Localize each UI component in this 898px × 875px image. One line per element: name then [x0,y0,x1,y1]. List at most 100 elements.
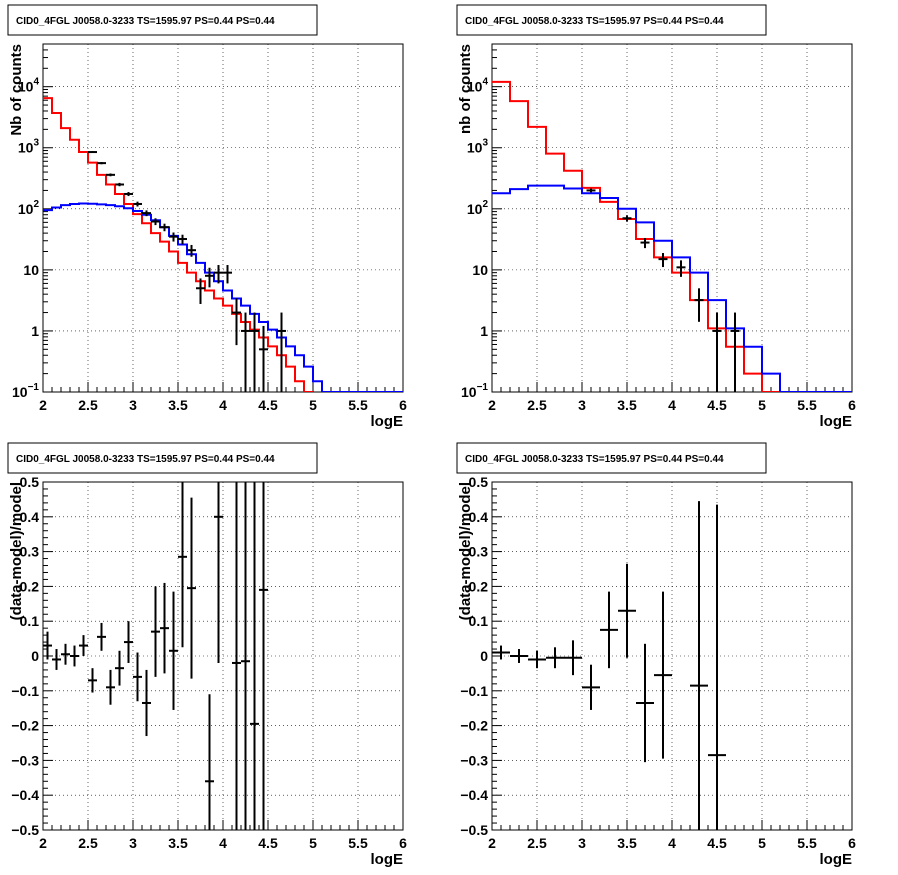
chart-title: CID0_4FGL J0058.0-3233 TS=1595.97 PS=0.4… [465,454,724,465]
x-tick-label: 6 [848,835,856,851]
data-point [142,210,151,217]
y-axis-title: (data-model)/model [457,482,474,620]
x-tick-label: 5.5 [797,835,817,851]
data-point [690,501,708,830]
x-tick-label: 4 [668,397,676,413]
x-tick-label: 2.5 [527,835,547,851]
x-tick-label: 3.5 [168,397,188,413]
x-tick-label: 6 [399,835,407,851]
data-point [205,267,214,288]
data-point [277,312,286,392]
y-tick-label: 0.2 [20,578,40,594]
data-point [88,668,97,693]
y-tick-label: 0.2 [469,578,489,594]
data-point [708,504,726,830]
x-tick-label: 4 [219,397,227,413]
y-tick-label: 0.5 [469,474,489,490]
blue-histogram-line [492,184,852,392]
data-point [196,278,205,304]
blue-histogram-line [43,202,403,392]
y-tick-label: 0.3 [20,544,40,560]
data-point [694,288,704,322]
chart-title: CID0_4FGL J0058.0-3233 TS=1595.97 PS=0.4… [16,16,275,27]
x-tick-label: 3 [578,835,586,851]
data-point [142,669,151,737]
x-tick-label: 2 [488,397,496,413]
data-point [232,298,241,346]
x-axis-title: logE [371,851,404,868]
x-tick-label: 5 [309,397,317,413]
x-tick-label: 3 [578,397,586,413]
data-point [586,188,596,193]
red-histogram-line [43,97,313,392]
x-axis-title: logE [820,851,853,868]
y-tick-label: 0.3 [469,544,489,560]
y-tick-label: −0.4 [460,787,488,803]
data-point [232,482,241,830]
data-point [259,325,268,392]
x-tick-label: 4.5 [258,397,278,413]
data-point [178,234,187,245]
x-tick-label: 3 [129,835,137,851]
data-point [640,237,650,249]
y-tick-label: 1 [480,323,488,339]
x-tick-label: 5.5 [797,397,817,413]
y-tick-label: 0.5 [20,474,40,490]
red-histogram-line [492,80,852,392]
x-tick-label: 2.5 [78,835,98,851]
y-tick-label: 104 [467,77,489,95]
y-tick-label: 0 [480,648,488,664]
data-point [622,215,632,222]
chart-panel-2: CID0_4FGL J0058.0-3233 TS=1595.97 PS=0.4… [456,4,856,430]
chart-title: CID0_4FGL J0058.0-3233 TS=1595.97 PS=0.4… [16,454,275,465]
chart-title-box [7,442,318,474]
y-tick-label: 10 [23,262,39,278]
data-point [618,563,636,658]
data-point [259,482,268,830]
data-point [546,647,564,669]
data-point [528,650,546,669]
y-tick-label: −0.3 [460,752,488,768]
data-point [205,694,214,830]
data-point [250,312,259,392]
data-point [61,643,70,665]
data-point [115,182,124,187]
chart-panel-1: CID0_4FGL J0058.0-3233 TS=1595.97 PS=0.4… [7,4,407,430]
plot-area [43,97,403,392]
chart-panel-4: CID0_4FGL J0058.0-3233 TS=1595.97 PS=0.4… [456,442,856,868]
data-point [52,649,61,670]
data-point [106,173,115,177]
plot-area [492,80,852,392]
data-point [600,591,618,669]
data-point [187,244,196,257]
x-tick-label: 5 [758,835,766,851]
data-point [160,223,169,232]
y-tick-label: 102 [467,199,489,217]
data-point [214,265,223,284]
data-point [492,645,510,660]
y-tick-label: −0.3 [11,752,39,768]
y-tick-label: 0.4 [469,509,489,525]
x-tick-label: 4 [668,835,676,851]
y-tick-label: −0.5 [460,822,488,838]
data-point [187,497,196,679]
data-point [241,312,250,392]
chart-title-box [456,4,767,36]
data-point [712,312,722,392]
x-tick-label: 5.5 [348,835,368,851]
y-tick-label: 0.1 [469,613,489,629]
x-tick-label: 5 [309,835,317,851]
y-tick-label: −0.2 [460,718,488,734]
data-point [214,482,223,663]
x-axis-title: logE [371,413,404,430]
chart-title-box [456,442,767,474]
data-point [160,582,169,674]
chart-title: CID0_4FGL J0058.0-3233 TS=1595.97 PS=0.4… [465,16,724,27]
y-tick-label: 102 [18,199,40,217]
x-tick-label: 3.5 [168,835,188,851]
data-point [124,192,133,197]
x-tick-label: 3 [129,397,137,413]
x-tick-label: 6 [399,397,407,413]
y-tick-label: −0.1 [460,683,488,699]
